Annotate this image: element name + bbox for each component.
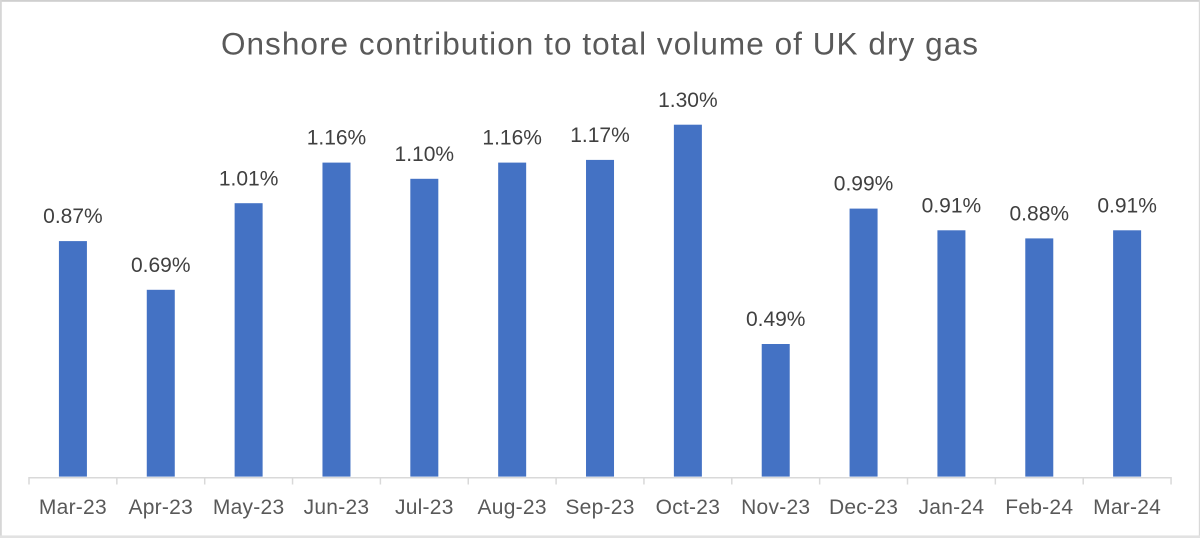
svg-text:1.10%: 1.10% xyxy=(395,143,455,166)
svg-text:1.16%: 1.16% xyxy=(307,127,367,150)
svg-text:Jan-24: Jan-24 xyxy=(919,496,985,519)
svg-text:0.99%: 0.99% xyxy=(834,173,894,196)
svg-text:1.17%: 1.17% xyxy=(570,124,630,147)
svg-text:Jul-23: Jul-23 xyxy=(395,496,454,519)
svg-text:Sep-23: Sep-23 xyxy=(565,496,634,519)
svg-text:Oct-23: Oct-23 xyxy=(656,496,721,519)
svg-text:Mar-23: Mar-23 xyxy=(39,496,107,519)
svg-text:Jun-23: Jun-23 xyxy=(304,496,370,519)
svg-text:0.91%: 0.91% xyxy=(1097,194,1157,217)
svg-text:0.87%: 0.87% xyxy=(43,205,103,228)
svg-text:0.49%: 0.49% xyxy=(746,308,806,331)
svg-text:Aug-23: Aug-23 xyxy=(478,496,547,519)
svg-text:Mar-24: Mar-24 xyxy=(1093,496,1161,519)
svg-text:Apr-23: Apr-23 xyxy=(129,496,194,519)
svg-text:May-23: May-23 xyxy=(213,496,285,519)
svg-text:Onshore contribution to total: Onshore contribution to total volume of … xyxy=(221,26,979,62)
svg-text:Dec-23: Dec-23 xyxy=(829,496,898,519)
svg-text:Feb-24: Feb-24 xyxy=(1005,496,1073,519)
svg-text:0.91%: 0.91% xyxy=(922,194,982,217)
svg-text:Nov-23: Nov-23 xyxy=(741,496,810,519)
svg-text:1.30%: 1.30% xyxy=(658,89,718,112)
svg-text:1.01%: 1.01% xyxy=(219,167,279,190)
svg-text:1.16%: 1.16% xyxy=(482,127,542,150)
svg-text:0.69%: 0.69% xyxy=(131,254,191,277)
svg-text:0.88%: 0.88% xyxy=(1010,203,1070,226)
